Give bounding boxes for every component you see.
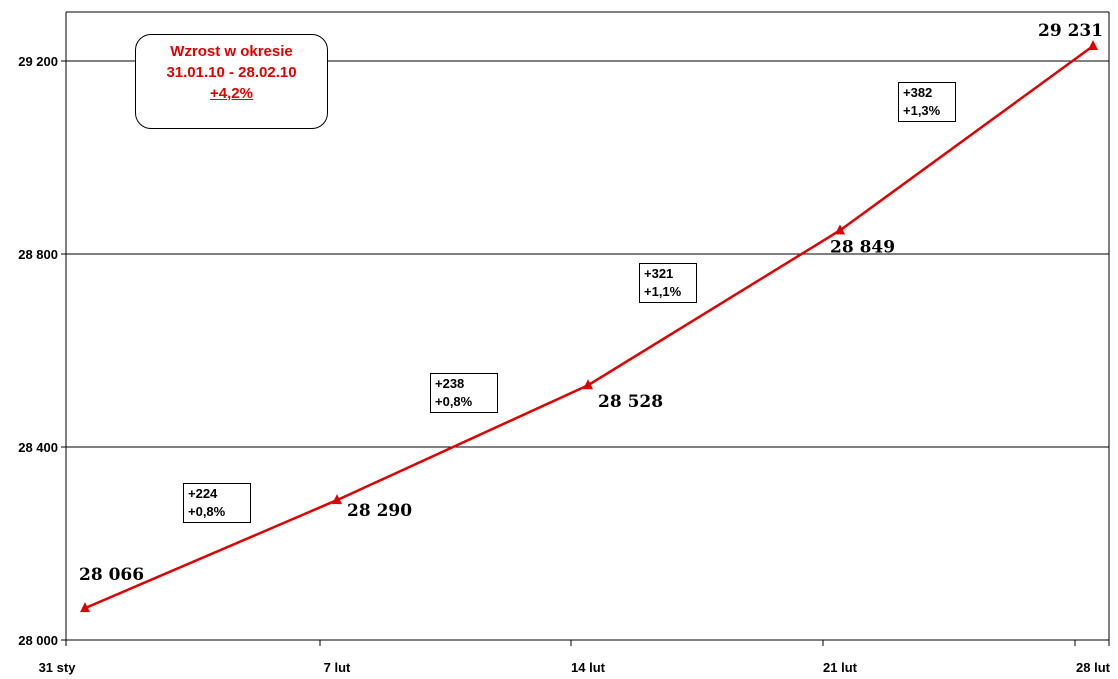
change-percent: +0,8% bbox=[188, 504, 226, 519]
summary-box: Wzrost w okresie 31.01.10 - 28.02.10 +4,… bbox=[135, 34, 328, 129]
x-tick-label: 28 lut bbox=[1076, 660, 1111, 675]
x-tick-label: 31 sty bbox=[39, 660, 77, 675]
data-point-marker bbox=[80, 602, 90, 613]
change-label-box: +238 +0,8% bbox=[430, 373, 498, 413]
summary-period: 31.01.10 - 28.02.10 bbox=[166, 64, 297, 81]
change-label-box: +321 +1,1% bbox=[639, 263, 697, 303]
series-line bbox=[84, 45, 1094, 610]
change-absolute: +238 bbox=[435, 376, 465, 391]
x-tick-label: 14 lut bbox=[571, 660, 606, 675]
data-point-marker bbox=[583, 379, 593, 390]
change-percent: +0,8% bbox=[435, 394, 473, 409]
change-percent: +1,3% bbox=[903, 103, 941, 118]
y-tick-label: 28 400 bbox=[18, 440, 58, 455]
y-tick-label: 28 000 bbox=[18, 633, 58, 648]
data-label: 28 066 bbox=[79, 565, 144, 585]
data-point-marker bbox=[1088, 40, 1098, 51]
data-label: 28 290 bbox=[347, 501, 412, 521]
series-line-path bbox=[84, 45, 1094, 610]
data-point-marker bbox=[332, 494, 342, 505]
axes bbox=[61, 11, 1110, 646]
change-absolute: +224 bbox=[188, 486, 218, 501]
y-tick-label: 29 200 bbox=[18, 54, 58, 69]
data-point-marker bbox=[835, 224, 845, 235]
x-tick-label: 7 lut bbox=[324, 660, 351, 675]
data-label: 29 231 bbox=[1038, 21, 1103, 41]
y-tick-labels: 28 000 28 400 28 800 29 200 bbox=[18, 54, 58, 648]
summary-title: Wzrost w okresie bbox=[170, 43, 293, 60]
y-tick-label: 28 800 bbox=[18, 247, 58, 262]
change-label-box: +382 +1,3% bbox=[898, 82, 956, 122]
x-tick-label: 21 lut bbox=[823, 660, 858, 675]
x-tick-labels: 31 sty 7 lut 14 lut 21 lut 28 lut bbox=[39, 660, 1111, 675]
data-points bbox=[80, 40, 1098, 613]
data-label: 28 528 bbox=[598, 392, 663, 412]
change-absolute: +321 bbox=[644, 266, 674, 281]
change-percent: +1,1% bbox=[644, 284, 682, 299]
data-labels: 28 066 28 290 28 528 28 849 29 231 bbox=[79, 21, 1103, 585]
data-label: 28 849 bbox=[830, 237, 895, 257]
change-label-box: +224 +0,8% bbox=[183, 483, 251, 523]
summary-growth: +4,2% bbox=[210, 85, 253, 102]
change-absolute: +382 bbox=[903, 85, 933, 100]
